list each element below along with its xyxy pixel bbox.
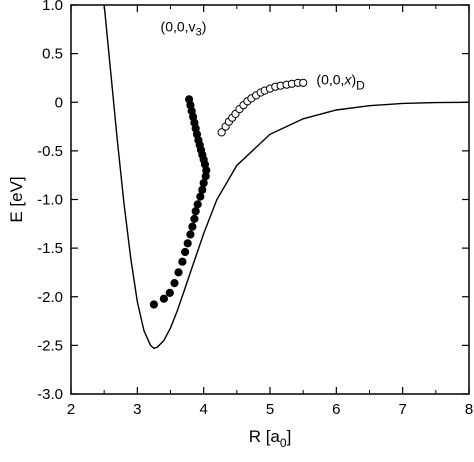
filled-marker <box>174 268 183 277</box>
x-tick-label: 4 <box>199 401 207 418</box>
y-tick-label: -3.0 <box>37 386 63 403</box>
y-tick-label: -1.0 <box>37 192 63 209</box>
labels: 2 3 4 5 6 7 8 1.0 0.5 0 -0.5 -1.0 -1.5 -2.0 -2.5 -3.0 R … <box>7 0 473 450</box>
open-marker <box>217 128 226 137</box>
filled-marker <box>186 230 195 239</box>
ticks <box>70 4 470 395</box>
data-layer <box>103 4 470 350</box>
x-axis-label: R [a0] <box>249 427 292 450</box>
y-tick-label: -2.5 <box>37 337 63 354</box>
filled-marker <box>149 300 158 309</box>
filled-marker <box>191 207 200 216</box>
plot-frame <box>70 4 470 395</box>
annotation-xD: (0,0,x)D <box>316 72 365 93</box>
y-axis-label: E [eV] <box>7 176 26 222</box>
y-tick-label: -2.0 <box>37 289 63 306</box>
potential-curve <box>103 4 470 350</box>
x-tick-label: 8 <box>465 401 473 418</box>
x-tick-label: 6 <box>332 401 340 418</box>
y-tick-label: 0 <box>55 94 63 111</box>
y-tick-label: -1.5 <box>37 240 63 257</box>
y-tick-label: 0.5 <box>42 46 63 63</box>
annotation-v3: (0,0,v3) <box>161 18 207 38</box>
filled-marker <box>170 279 179 288</box>
filled-marker <box>193 200 202 209</box>
filled-marker <box>178 257 187 266</box>
y-tick-label: 1.0 <box>42 0 63 14</box>
filled-marker <box>190 214 199 223</box>
filled-marker <box>183 239 192 248</box>
filled-marker <box>159 294 168 303</box>
x-tick-label: 5 <box>266 401 274 418</box>
filled-marker <box>199 178 208 188</box>
filled-marker <box>165 288 174 297</box>
filled-marker <box>201 172 210 181</box>
open-marker <box>299 78 308 87</box>
filled-marker <box>196 192 205 201</box>
filled-marker <box>181 247 190 257</box>
x-tick-label: 3 <box>133 401 141 418</box>
filled-marker <box>188 222 197 231</box>
y-tick-label: -0.5 <box>37 143 63 160</box>
x-tick-label: 7 <box>398 401 406 418</box>
x-tick-label: 2 <box>67 401 75 418</box>
filled-marker <box>198 185 207 194</box>
